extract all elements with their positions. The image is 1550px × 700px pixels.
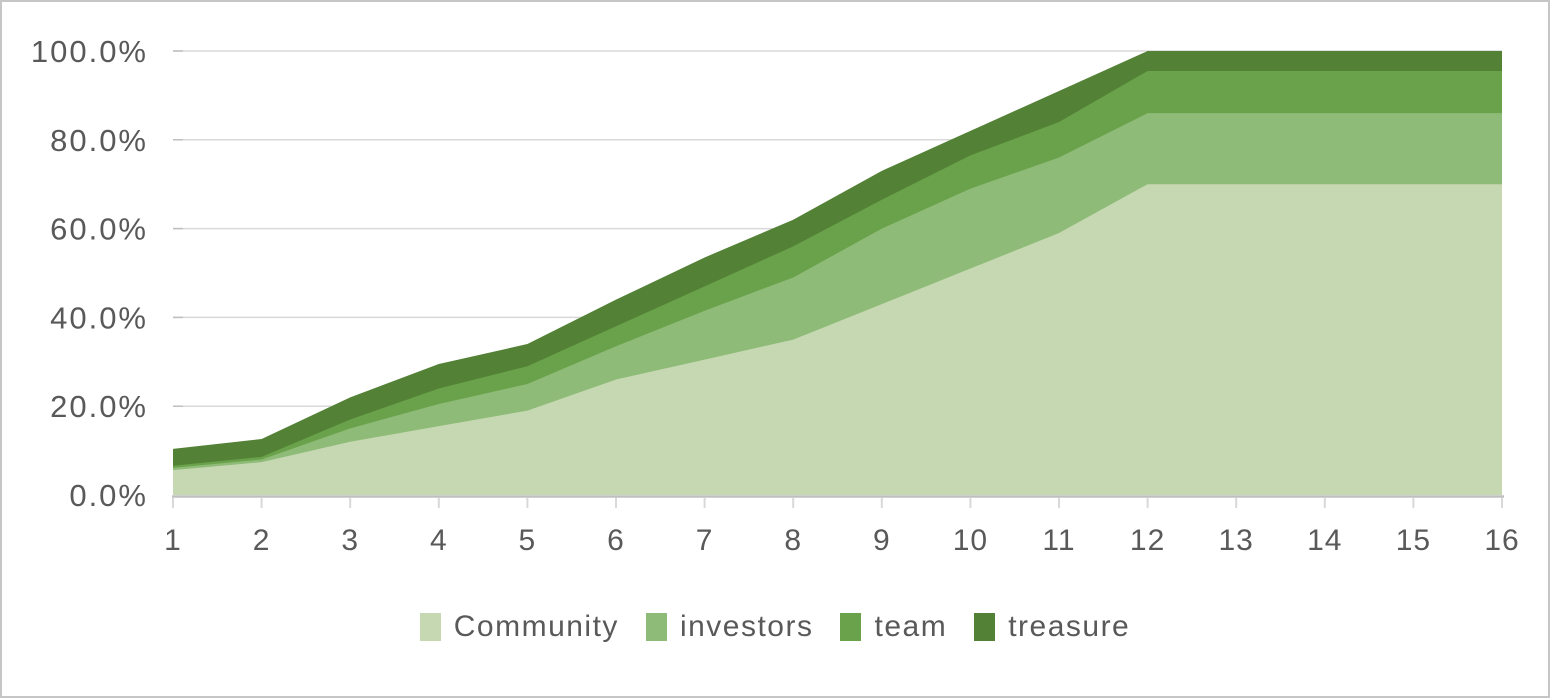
x-tick-label: 10 [953,524,988,557]
x-tick-label: 1 [164,524,182,557]
x-tick-label: 8 [784,524,802,557]
legend-swatch-treasure [974,613,996,641]
legend-item-team: team [840,610,947,644]
legend-swatch-team [840,613,862,641]
y-tick-label: 80.0% [50,123,148,158]
x-tick-label: 13 [1219,524,1254,557]
x-tick-label: 16 [1484,524,1519,557]
legend-item-treasure: treasure [974,610,1130,644]
x-tick-label: 12 [1130,524,1165,557]
x-tick-label: 4 [430,524,448,557]
legend-item-investors: investors [645,610,814,644]
x-tick-label: 5 [519,524,537,557]
legend-label-treasure: treasure [1008,610,1131,643]
area-series-community [173,184,1502,495]
y-tick-label: 100.0% [31,34,148,69]
legend-item-community: Community [419,610,619,644]
x-tick-label: 14 [1307,524,1342,557]
legend-label-investors: investors [679,610,814,643]
y-tick-label: 60.0% [50,212,148,247]
chart-legend: Community investors team treasure [2,610,1548,644]
legend-swatch-investors [645,613,667,641]
x-tick-label: 11 [1042,524,1075,557]
x-tick-label: 15 [1396,524,1431,557]
y-tick-label: 0.0% [69,478,148,513]
legend-label-community: Community [453,610,619,643]
y-tick-label: 20.0% [50,389,148,424]
x-tick-label: 9 [873,524,891,557]
x-tick-label: 2 [253,524,271,557]
y-tick-label: 40.0% [50,300,148,335]
x-tick-label: 3 [341,524,359,557]
legend-swatch-community [419,613,441,641]
legend-label-team: team [874,610,948,643]
x-tick-label: 7 [696,524,714,557]
x-tick-label: 6 [607,524,625,557]
